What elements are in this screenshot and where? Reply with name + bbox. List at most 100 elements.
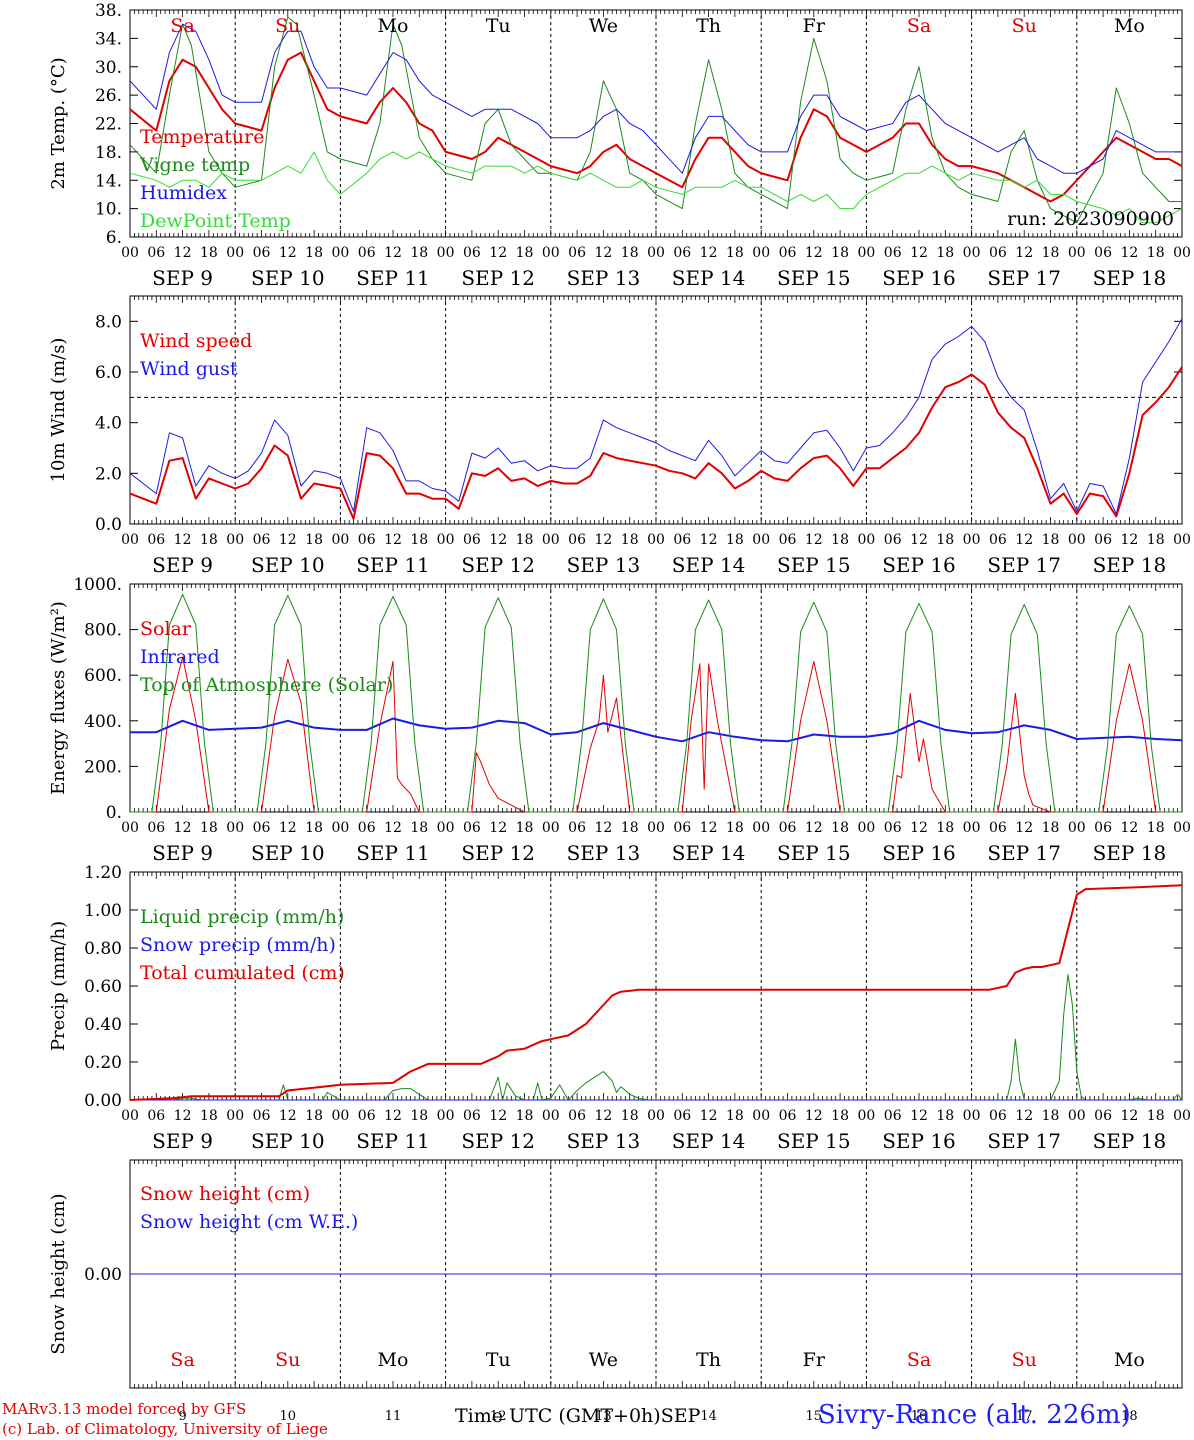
- date-label: SEP 11: [356, 266, 430, 290]
- y-tick-label: 800.: [84, 621, 122, 641]
- hour-tick-label: 00: [542, 245, 560, 261]
- date-label: SEP 11: [356, 553, 430, 577]
- legend-entry: Solar: [140, 618, 192, 640]
- legend-entry: Top of Atmosphere (Solar): [140, 674, 393, 696]
- hour-tick-label: 06: [147, 820, 165, 836]
- hour-tick-label: 06: [884, 1108, 902, 1124]
- hour-tick-label: 06: [1094, 820, 1112, 836]
- date-label: SEP 18: [1093, 1129, 1167, 1153]
- y-axis-label: Snow height (cm): [48, 1193, 69, 1354]
- hour-tick-label: 12: [805, 1108, 823, 1124]
- hour-tick-label: 12: [489, 532, 507, 548]
- series-line-3: [130, 593, 1182, 813]
- hour-tick-label: 12: [384, 1108, 402, 1124]
- hour-tick-label: 12: [594, 245, 612, 261]
- hour-tick-label: 00: [542, 820, 560, 836]
- date-label: SEP 10: [251, 553, 325, 577]
- hour-tick-label: 18: [516, 245, 534, 261]
- hour-tick-label: 18: [410, 245, 428, 261]
- hour-tick-label: 06: [253, 532, 271, 548]
- hour-tick-label: 18: [831, 1108, 849, 1124]
- hour-tick-label: 06: [779, 820, 797, 836]
- hour-tick-label: 18: [621, 245, 639, 261]
- weekday-label: Mo: [1114, 1349, 1145, 1371]
- date-label: SEP 9: [152, 553, 213, 577]
- hour-tick-label: 12: [489, 820, 507, 836]
- hour-tick-label: 00: [1068, 1108, 1086, 1124]
- weekday-label: We: [589, 1349, 618, 1371]
- hour-tick-label: 06: [1094, 1108, 1112, 1124]
- y-axis-label: 2m Temp. (°C): [48, 57, 69, 189]
- y-tick-label: 10.: [95, 200, 122, 220]
- weekday-label: Mo: [1114, 15, 1145, 37]
- hour-tick-label: 12: [1015, 820, 1033, 836]
- weekday-label: Sa: [170, 1349, 194, 1371]
- hour-tick-label: 12: [700, 532, 718, 548]
- legend-entry: DewPoint Temp: [140, 210, 291, 232]
- date-label: SEP 11: [356, 841, 430, 865]
- hour-tick-label: 00: [963, 532, 981, 548]
- y-tick-label: 2.0: [95, 464, 122, 484]
- hour-tick-label: 06: [1094, 532, 1112, 548]
- hour-tick-label: 00: [963, 820, 981, 836]
- hour-tick-label: 06: [358, 245, 376, 261]
- y-tick-label: 0.: [106, 803, 122, 823]
- y-tick-label: 6.0: [95, 363, 122, 383]
- hour-tick-label: 18: [410, 532, 428, 548]
- hour-tick-label: 18: [1147, 1108, 1165, 1124]
- hour-tick-label: 06: [673, 820, 691, 836]
- hour-tick-label: 12: [1120, 245, 1138, 261]
- panel-5: [129, 1159, 1183, 1389]
- hour-tick-label: 12: [489, 245, 507, 261]
- date-label: SEP 18: [1093, 841, 1167, 865]
- y-tick-label: 600.: [84, 666, 122, 686]
- hour-tick-label: 12: [910, 820, 928, 836]
- date-label: SEP 14: [672, 841, 746, 865]
- day-number-label: 18: [1121, 1409, 1138, 1424]
- y-tick-label: 200.: [84, 757, 122, 777]
- date-label: SEP 14: [672, 553, 746, 577]
- legend-entry: Vigne temp: [139, 154, 250, 176]
- hour-tick-label: 00: [437, 1108, 455, 1124]
- hour-tick-label: 12: [174, 820, 192, 836]
- date-label: SEP 9: [152, 266, 213, 290]
- hour-tick-label: 00: [121, 245, 139, 261]
- hour-tick-label: 12: [489, 1108, 507, 1124]
- hour-tick-label: 18: [831, 820, 849, 836]
- hour-tick-label: 00: [1173, 532, 1191, 548]
- hour-tick-label: 12: [1120, 820, 1138, 836]
- date-label: SEP 17: [987, 841, 1061, 865]
- y-tick-label: 0.20: [84, 1053, 122, 1073]
- hour-tick-label: 06: [463, 1108, 481, 1124]
- hour-tick-label: 00: [331, 532, 349, 548]
- day-number-label: 11: [385, 1409, 402, 1424]
- date-label: SEP 11: [356, 1129, 430, 1153]
- hour-tick-label: 06: [989, 245, 1007, 261]
- y-tick-label: 30.: [95, 58, 122, 78]
- hour-tick-label: 00: [121, 1108, 139, 1124]
- hour-tick-label: 00: [857, 820, 875, 836]
- hour-tick-label: 06: [673, 245, 691, 261]
- y-tick-label: 0.60: [84, 977, 122, 997]
- y-axis-label: Precip (mm/h): [48, 921, 69, 1051]
- date-label: SEP 17: [987, 1129, 1061, 1153]
- hour-tick-label: 18: [936, 1108, 954, 1124]
- legend-entry: Wind speed: [140, 330, 252, 352]
- y-axis-label: Energy fluxes (W/m²): [48, 601, 69, 795]
- day-number-label: 15: [806, 1409, 823, 1424]
- hour-tick-label: 18: [1042, 1108, 1060, 1124]
- hour-tick-label: 18: [621, 820, 639, 836]
- weekday-label: We: [589, 15, 618, 37]
- y-tick-label: 1.00: [84, 901, 122, 921]
- hour-tick-label: 00: [857, 245, 875, 261]
- day-number-label: 12: [490, 1409, 507, 1424]
- lab-credit: (c) Lab. of Climatology, University of L…: [2, 1420, 328, 1438]
- hour-tick-label: 00: [542, 532, 560, 548]
- date-label: SEP 16: [882, 553, 956, 577]
- hour-tick-label: 18: [1042, 820, 1060, 836]
- time-axis-title: Time UTC (GMT+0h)SEP: [455, 1405, 700, 1427]
- y-tick-label: 4.0: [95, 414, 122, 434]
- hour-tick-label: 12: [279, 532, 297, 548]
- hour-tick-label: 12: [700, 1108, 718, 1124]
